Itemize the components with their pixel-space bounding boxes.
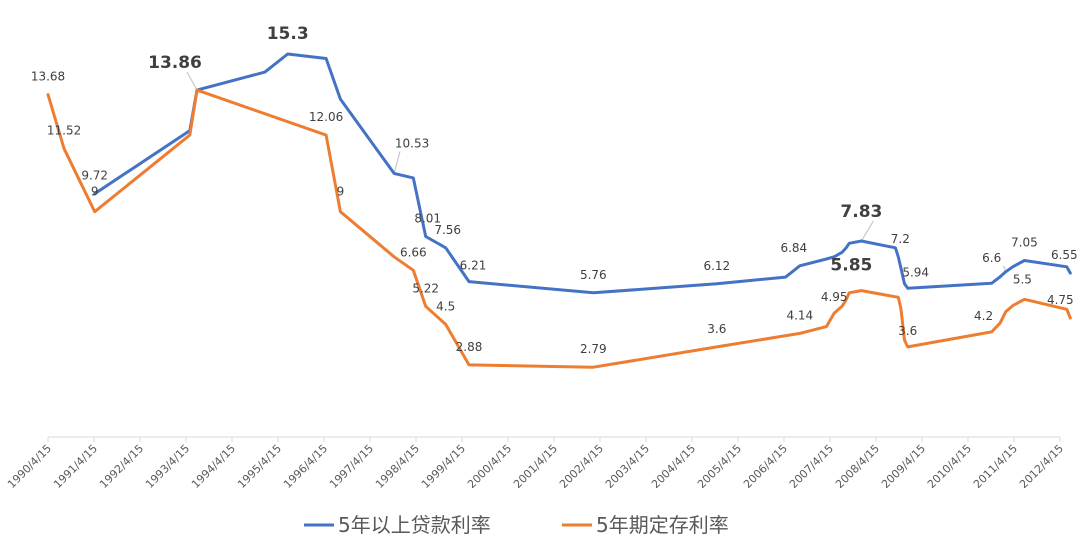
data-label-deposit: 6.66 [400,245,427,259]
x-tick-label: 2003/4/15 [603,442,652,491]
x-tick-label: 2011/4/15 [971,442,1020,491]
label-leader-lines [186,71,1007,272]
data-label-loan: 6.6 [982,251,1001,265]
data-label-deposit: 2.88 [456,340,483,354]
data-label-loan: 7.83 [840,202,882,222]
x-tick-label: 1998/4/15 [373,442,422,491]
series-line-loan-rate [93,52,1072,295]
x-tick-label: 2004/4/15 [649,442,698,491]
label-leader-line [860,220,874,242]
x-tick-label: 2000/4/15 [465,442,514,491]
x-tick-label: 2002/4/15 [557,442,606,491]
data-label-loan: 6.84 [780,241,807,255]
x-tick-label: 2005/4/15 [695,442,744,491]
data-label-loan: 9.72 [81,169,108,183]
x-tick-label: 1999/4/15 [419,442,468,491]
data-label-deposit: 4.14 [786,308,813,322]
x-tick-label: 1995/4/15 [235,442,284,491]
data-label-loan: 7.05 [1011,236,1038,250]
x-tick-label: 1994/4/15 [189,442,238,491]
legend-item-loan[interactable]: 5年以上贷款利率 [304,513,491,537]
data-label-deposit: 4.75 [1047,293,1074,307]
x-tick-label: 2001/4/15 [511,442,560,491]
data-label-deposit: 12.06 [309,110,343,124]
x-tick-label: 2008/4/15 [833,442,882,491]
data-label-loan: 8.01 [414,212,441,226]
data-label-deposit: 4.2 [974,309,993,323]
data-label-deposit: 4.95 [821,290,848,304]
plot-area: 1990/4/151991/4/151992/4/151993/4/151994… [5,24,1078,491]
x-tick-label: 1992/4/15 [97,442,146,491]
data-label-deposit: 4.5 [436,299,455,313]
data-label-loan: 15.3 [267,24,309,44]
label-leader-line [186,71,198,91]
x-tick-label: 2006/4/15 [741,442,790,491]
data-label-deposit: 3.6 [707,322,726,336]
series-line-deposit-rate [46,88,1072,369]
x-tick-label: 1993/4/15 [143,442,192,491]
data-label-deposit: 11.52 [47,124,81,138]
x-tick-label: 2012/4/15 [1017,442,1066,491]
x-axis-ticks: 1990/4/151991/4/151992/4/151993/4/151994… [5,437,1066,491]
data-label-loan: 6.55 [1051,248,1078,262]
legend: 5年以上贷款利率 5年期定存利率 [304,513,729,537]
data-label-deposit: 5.5 [1013,272,1032,286]
data-label-loan: 6.21 [460,259,487,273]
x-tick-label: 2010/4/15 [925,442,974,491]
legend-item-deposit[interactable]: 5年期定存利率 [562,513,729,537]
data-label-loan: 6.12 [703,259,730,273]
label-leader-line [393,151,401,174]
x-tick-label: 1990/4/15 [5,442,54,491]
x-tick-label: 2007/4/15 [787,442,836,491]
data-label-loan: 5.76 [580,268,607,282]
x-tick-label: 1996/4/15 [281,442,330,491]
legend-label-deposit: 5年期定存利率 [596,513,729,537]
data-label-deposit: 13.68 [31,70,65,84]
data-label-loan: 13.86 [148,53,202,73]
x-tick-label: 1991/4/15 [51,442,100,491]
data-label-loan: 5.94 [902,265,929,279]
data-label-loan: 10.53 [395,136,429,150]
legend-label-loan: 5年以上贷款利率 [338,513,491,537]
data-label-loan: 7.56 [434,223,461,237]
x-tick-label: 1997/4/15 [327,442,376,491]
series-lines [46,52,1072,369]
data-label-loan: 7.2 [891,232,910,246]
data-label-deposit: 3.6 [898,324,917,338]
data-label-deposit: 5.22 [412,281,439,295]
data-label-deposit: 9 [91,185,99,199]
x-tick-label: 2009/4/15 [879,442,928,491]
data-label-deposit: 2.79 [580,342,607,356]
data-label-deposit: 9 [337,185,345,199]
data-labels: 9.72 13.86 15.3 10.53 8.017.56 6.21 5.76 6.12 6.… [31,24,1078,356]
data-label-deposit: 5.85 [830,256,872,276]
